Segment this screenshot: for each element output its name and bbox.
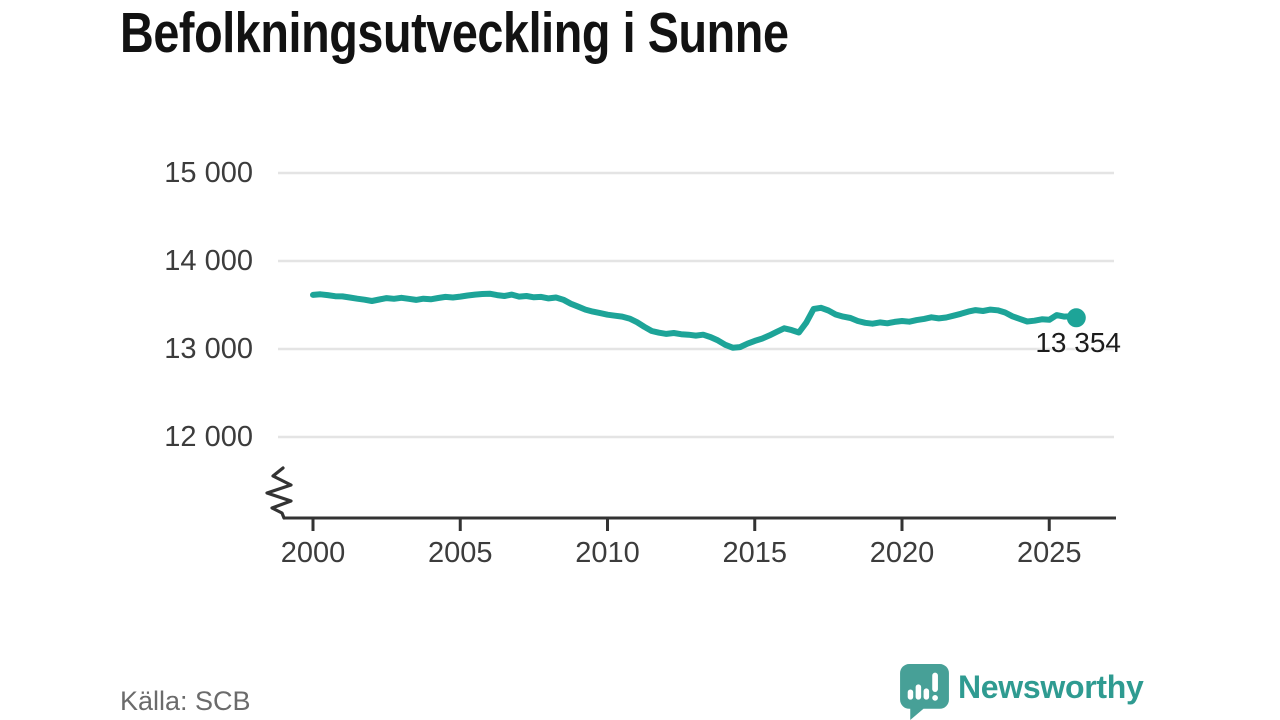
x-tick-label: 2000 <box>280 537 346 569</box>
y-tick-label: 14 000 <box>164 245 253 277</box>
x-tick-label: 2020 <box>869 537 935 569</box>
x-tick-label: 2005 <box>427 537 493 569</box>
population-line <box>310 290 1080 351</box>
axis-break-zigzag <box>265 466 293 520</box>
page-title: Befolkningsutveckling i Sunne <box>120 0 935 66</box>
logo-exclamation-dot <box>932 695 938 701</box>
logo-bar-2 <box>915 684 922 700</box>
logo-exclamation-stem <box>932 672 938 692</box>
x-tick-label: 2025 <box>1016 537 1082 569</box>
last-point-marker <box>1066 308 1086 328</box>
brand-name: Newsworthy <box>958 669 1144 705</box>
last-value-label: 13 354 <box>1035 326 1121 358</box>
source-label: Källa: SCB <box>120 686 251 716</box>
x-tick-label: 2010 <box>575 537 640 569</box>
y-tick-label: 15 000 <box>164 157 253 189</box>
newsworthy-logo-icon <box>900 664 949 720</box>
logo-bar-1 <box>907 689 914 700</box>
y-tick-label: 12 000 <box>164 421 253 453</box>
x-tick-label: 2015 <box>722 537 787 569</box>
y-tick-label: 13 000 <box>164 333 253 365</box>
brand-footer: Newsworthy <box>900 664 1144 720</box>
page-title-text: Befolkningsutveckling i Sunne <box>120 1 789 65</box>
logo-bar-3 <box>923 688 930 700</box>
